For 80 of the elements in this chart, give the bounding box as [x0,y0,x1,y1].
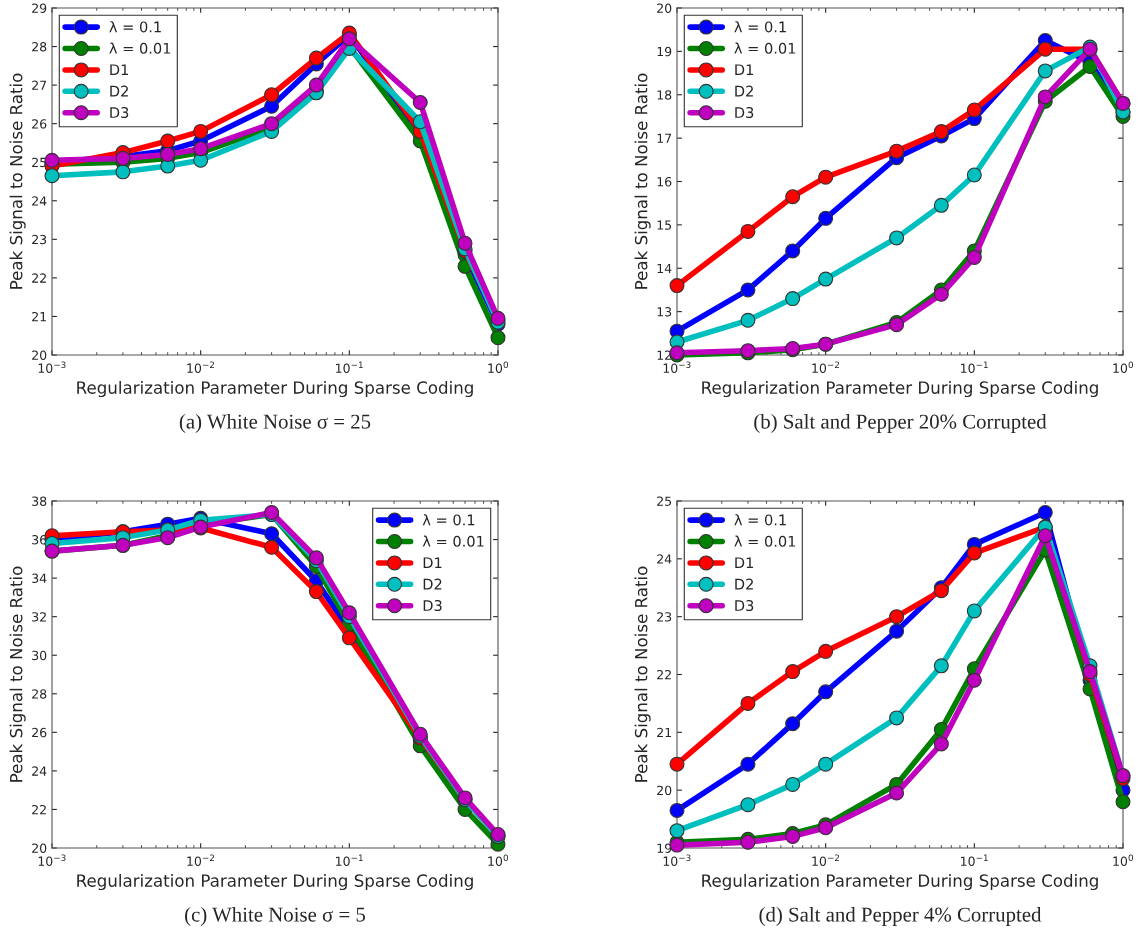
x-tick-label: 10$^{−1}$ [961,854,988,866]
x-axis-title: Regularization Parameter During Sparse Coding [77,380,473,398]
legend-label: λ = 0.1 [734,21,786,33]
y-tick-label: 13 [657,307,672,317]
legend-label: D3 [735,107,754,119]
x-tick-label: 10$^{0}$ [488,361,509,373]
legend-label: D1 [110,64,129,76]
y-tick-label: 34 [32,573,47,584]
x-axis-title: Regularization Parameter During Sparse Coding [702,380,1098,398]
legend-label: D2 [735,578,753,590]
x-axis-title: Regularization Parameter During Sparse Coding [702,873,1098,891]
legend-label: λ = 0.01 [734,42,796,54]
text: (b) Salt and Pepper 20% Corrupted [754,413,1047,433]
y-tick-label: 26 [32,119,47,129]
x-tick-label: 10$^{0}$ [1113,854,1134,866]
text: (a) White Noise σ = 25 [179,413,371,433]
text: (d) Salt and Pepper 4% Corrupted [759,906,1042,926]
legend-label: D3 [423,600,442,612]
y-axis-title: Peak Signal to Noise Ratio [9,566,26,782]
y-tick-label: 24 [32,766,47,776]
legend-label: λ = 0.01 [109,42,171,54]
y-tick-label: 15 [657,220,672,230]
legend-label: λ = 0.1 [734,514,786,526]
y-tick-label: 20 [32,843,47,853]
y-axis-title: Peak Signal to Noise Ratio [634,566,651,782]
x-tick-label: 10$^{−1}$ [336,361,363,373]
y-tick-label: 23 [657,612,672,622]
x-tick-label: 10$^{−2}$ [812,854,840,866]
legend-label: λ = 0.01 [422,535,484,547]
legend-label: D1 [735,557,754,569]
legend-label: λ = 0.1 [422,514,475,526]
y-tick-label: 32 [32,612,46,622]
y-tick-label: 19 [657,46,672,57]
y-tick-label: 21 [657,727,671,738]
y-axis-title: Peak Signal to Noise Ratio [9,73,26,289]
y-tick-label: 26 [32,727,47,738]
x-tick-label: 10$^{0}$ [1113,361,1134,373]
y-tick-label: 18 [657,90,672,100]
y-tick-label: 22 [32,273,46,283]
y-tick-label: 25 [657,496,672,506]
y-tick-label: 38 [32,496,47,506]
x-tick-label: 10$^{−1}$ [961,361,988,373]
legend-label: D1 [423,557,442,569]
x-axis-title: Regularization Parameter During Sparse Coding [77,873,473,891]
y-tick-label: 23 [32,234,47,245]
y-tick-label: 20 [657,3,672,13]
x-tick-label: 10$^{−3}$ [663,361,691,373]
x-tick-label: 10$^{−3}$ [38,854,66,866]
y-axis-title: Peak Signal to Noise Ratio [634,73,651,289]
y-tick-label: 24 [657,554,672,564]
x-tick-label: 10$^{−3}$ [38,361,66,373]
y-tick-label: 22 [32,804,46,815]
y-tick-label: 17 [657,133,672,143]
x-tick-label: 10$^{−1}$ [336,854,363,866]
y-tick-label: 24 [32,196,47,206]
x-tick-label: 10$^{−2}$ [187,361,215,373]
legend-label: λ = 0.01 [734,535,796,547]
legend-label: D1 [735,64,754,76]
y-tick-label: 14 [657,263,672,273]
x-tick-label: 10$^{−2}$ [187,854,215,866]
y-tick-label: 22 [657,669,671,680]
y-tick-label: 21 [32,311,46,322]
y-tick-label: 20 [657,785,672,796]
y-tick-label: 28 [32,42,47,52]
legend-label: λ = 0.1 [109,21,161,33]
legend-label: D3 [110,107,129,119]
y-tick-label: 20 [32,350,47,360]
y-tick-label: 27 [32,80,47,90]
y-tick-label: 28 [32,689,47,699]
legend-label: D2 [423,578,442,590]
legend-label: D2 [735,85,753,97]
x-tick-label: 10$^{−2}$ [812,361,840,373]
x-tick-label: 10$^{−3}$ [663,854,691,866]
x-tick-label: 10$^{0}$ [488,854,509,866]
y-tick-label: 29 [32,3,47,13]
text: (c) White Noise σ = 5 [185,906,366,926]
y-tick-label: 16 [657,176,672,187]
y-tick-label: 30 [32,650,47,661]
legend-label: D2 [110,85,128,97]
legend-label: D3 [735,600,754,612]
